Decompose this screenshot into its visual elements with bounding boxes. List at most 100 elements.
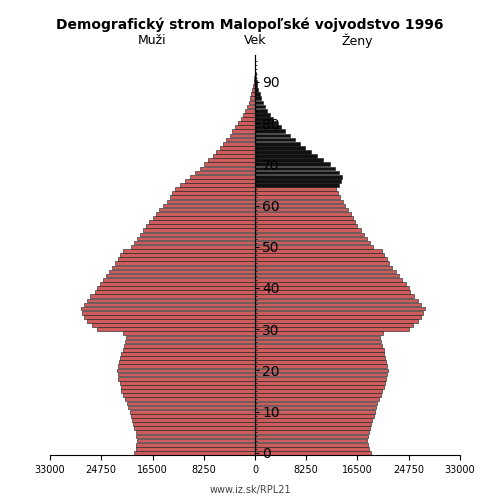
Bar bbox=[255, 96, 261, 100]
Bar bbox=[255, 422, 371, 426]
Bar bbox=[109, 270, 255, 274]
Bar bbox=[255, 258, 386, 261]
Bar bbox=[136, 434, 255, 438]
Bar bbox=[88, 319, 255, 323]
Bar bbox=[122, 249, 255, 252]
Bar bbox=[255, 274, 399, 278]
Bar bbox=[170, 196, 255, 199]
Bar bbox=[255, 418, 372, 422]
Bar bbox=[255, 298, 418, 302]
Bar bbox=[255, 352, 384, 356]
Bar bbox=[255, 241, 370, 244]
Bar bbox=[255, 84, 258, 88]
Bar bbox=[255, 134, 290, 138]
Bar bbox=[94, 290, 255, 294]
Bar bbox=[122, 348, 255, 352]
Bar bbox=[255, 154, 317, 158]
Bar bbox=[180, 183, 255, 187]
Bar bbox=[255, 307, 425, 310]
Bar bbox=[255, 166, 334, 170]
Bar bbox=[120, 356, 255, 360]
Text: Demografický strom Malopoľské vojvodstvo 1996: Demografický strom Malopoľské vojvodstvo… bbox=[56, 18, 444, 32]
Bar bbox=[250, 96, 255, 100]
Bar bbox=[117, 368, 255, 372]
Bar bbox=[254, 76, 255, 80]
Bar bbox=[255, 372, 386, 376]
Bar bbox=[172, 192, 255, 195]
Bar bbox=[158, 208, 255, 212]
Bar bbox=[204, 162, 255, 166]
Text: Muži: Muži bbox=[138, 34, 167, 48]
Bar bbox=[255, 142, 300, 146]
Bar bbox=[255, 92, 260, 96]
Bar bbox=[88, 298, 255, 302]
Bar bbox=[255, 187, 336, 191]
Bar bbox=[255, 394, 381, 397]
Bar bbox=[255, 282, 406, 286]
Bar bbox=[255, 328, 409, 331]
Bar bbox=[247, 104, 255, 108]
Bar bbox=[252, 88, 255, 92]
Bar bbox=[255, 385, 384, 389]
Bar bbox=[125, 340, 255, 344]
Bar bbox=[213, 154, 255, 158]
Bar bbox=[255, 398, 379, 401]
Bar bbox=[124, 332, 255, 335]
Bar bbox=[255, 311, 424, 314]
Bar bbox=[255, 286, 409, 290]
Bar bbox=[255, 175, 342, 178]
Bar bbox=[118, 372, 255, 376]
Bar bbox=[255, 113, 270, 116]
Bar bbox=[255, 121, 276, 125]
Bar bbox=[255, 183, 339, 187]
Bar bbox=[81, 307, 255, 310]
Bar bbox=[255, 130, 286, 133]
Bar bbox=[226, 138, 255, 141]
Bar bbox=[224, 142, 255, 146]
Bar bbox=[142, 228, 255, 232]
Bar bbox=[163, 204, 255, 208]
Bar bbox=[150, 220, 255, 224]
Bar bbox=[200, 166, 255, 170]
Bar bbox=[255, 356, 386, 360]
Bar bbox=[255, 332, 383, 335]
Bar bbox=[255, 414, 374, 418]
Bar bbox=[121, 385, 255, 389]
Bar bbox=[243, 113, 255, 116]
Bar bbox=[255, 179, 340, 182]
Bar bbox=[255, 236, 367, 240]
Bar bbox=[255, 232, 364, 236]
Bar bbox=[235, 126, 255, 129]
Bar bbox=[255, 290, 410, 294]
Bar bbox=[127, 402, 255, 406]
Bar bbox=[255, 158, 324, 162]
Bar bbox=[255, 146, 306, 150]
Bar bbox=[255, 200, 342, 203]
Bar bbox=[255, 266, 392, 269]
Bar bbox=[134, 241, 255, 244]
Bar bbox=[255, 192, 338, 195]
Bar bbox=[255, 170, 339, 174]
Bar bbox=[240, 117, 255, 121]
Bar bbox=[131, 414, 255, 418]
Bar bbox=[255, 402, 378, 406]
Bar bbox=[255, 104, 265, 108]
Bar bbox=[255, 100, 263, 104]
Bar bbox=[255, 434, 368, 438]
Bar bbox=[255, 348, 384, 352]
Bar bbox=[255, 360, 386, 364]
Bar bbox=[255, 381, 385, 384]
Bar bbox=[255, 430, 368, 434]
Bar bbox=[255, 76, 256, 80]
Bar bbox=[255, 204, 345, 208]
Bar bbox=[230, 134, 255, 138]
Bar bbox=[126, 336, 255, 340]
Bar bbox=[252, 92, 255, 96]
Bar bbox=[255, 443, 368, 446]
Bar bbox=[255, 294, 414, 298]
Bar bbox=[255, 315, 422, 318]
Bar bbox=[232, 130, 255, 133]
Text: Vek: Vek bbox=[244, 34, 266, 48]
Bar bbox=[255, 270, 396, 274]
Bar bbox=[125, 398, 255, 401]
